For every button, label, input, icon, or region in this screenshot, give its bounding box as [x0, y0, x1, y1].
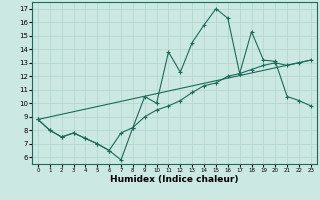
X-axis label: Humidex (Indice chaleur): Humidex (Indice chaleur): [110, 175, 239, 184]
